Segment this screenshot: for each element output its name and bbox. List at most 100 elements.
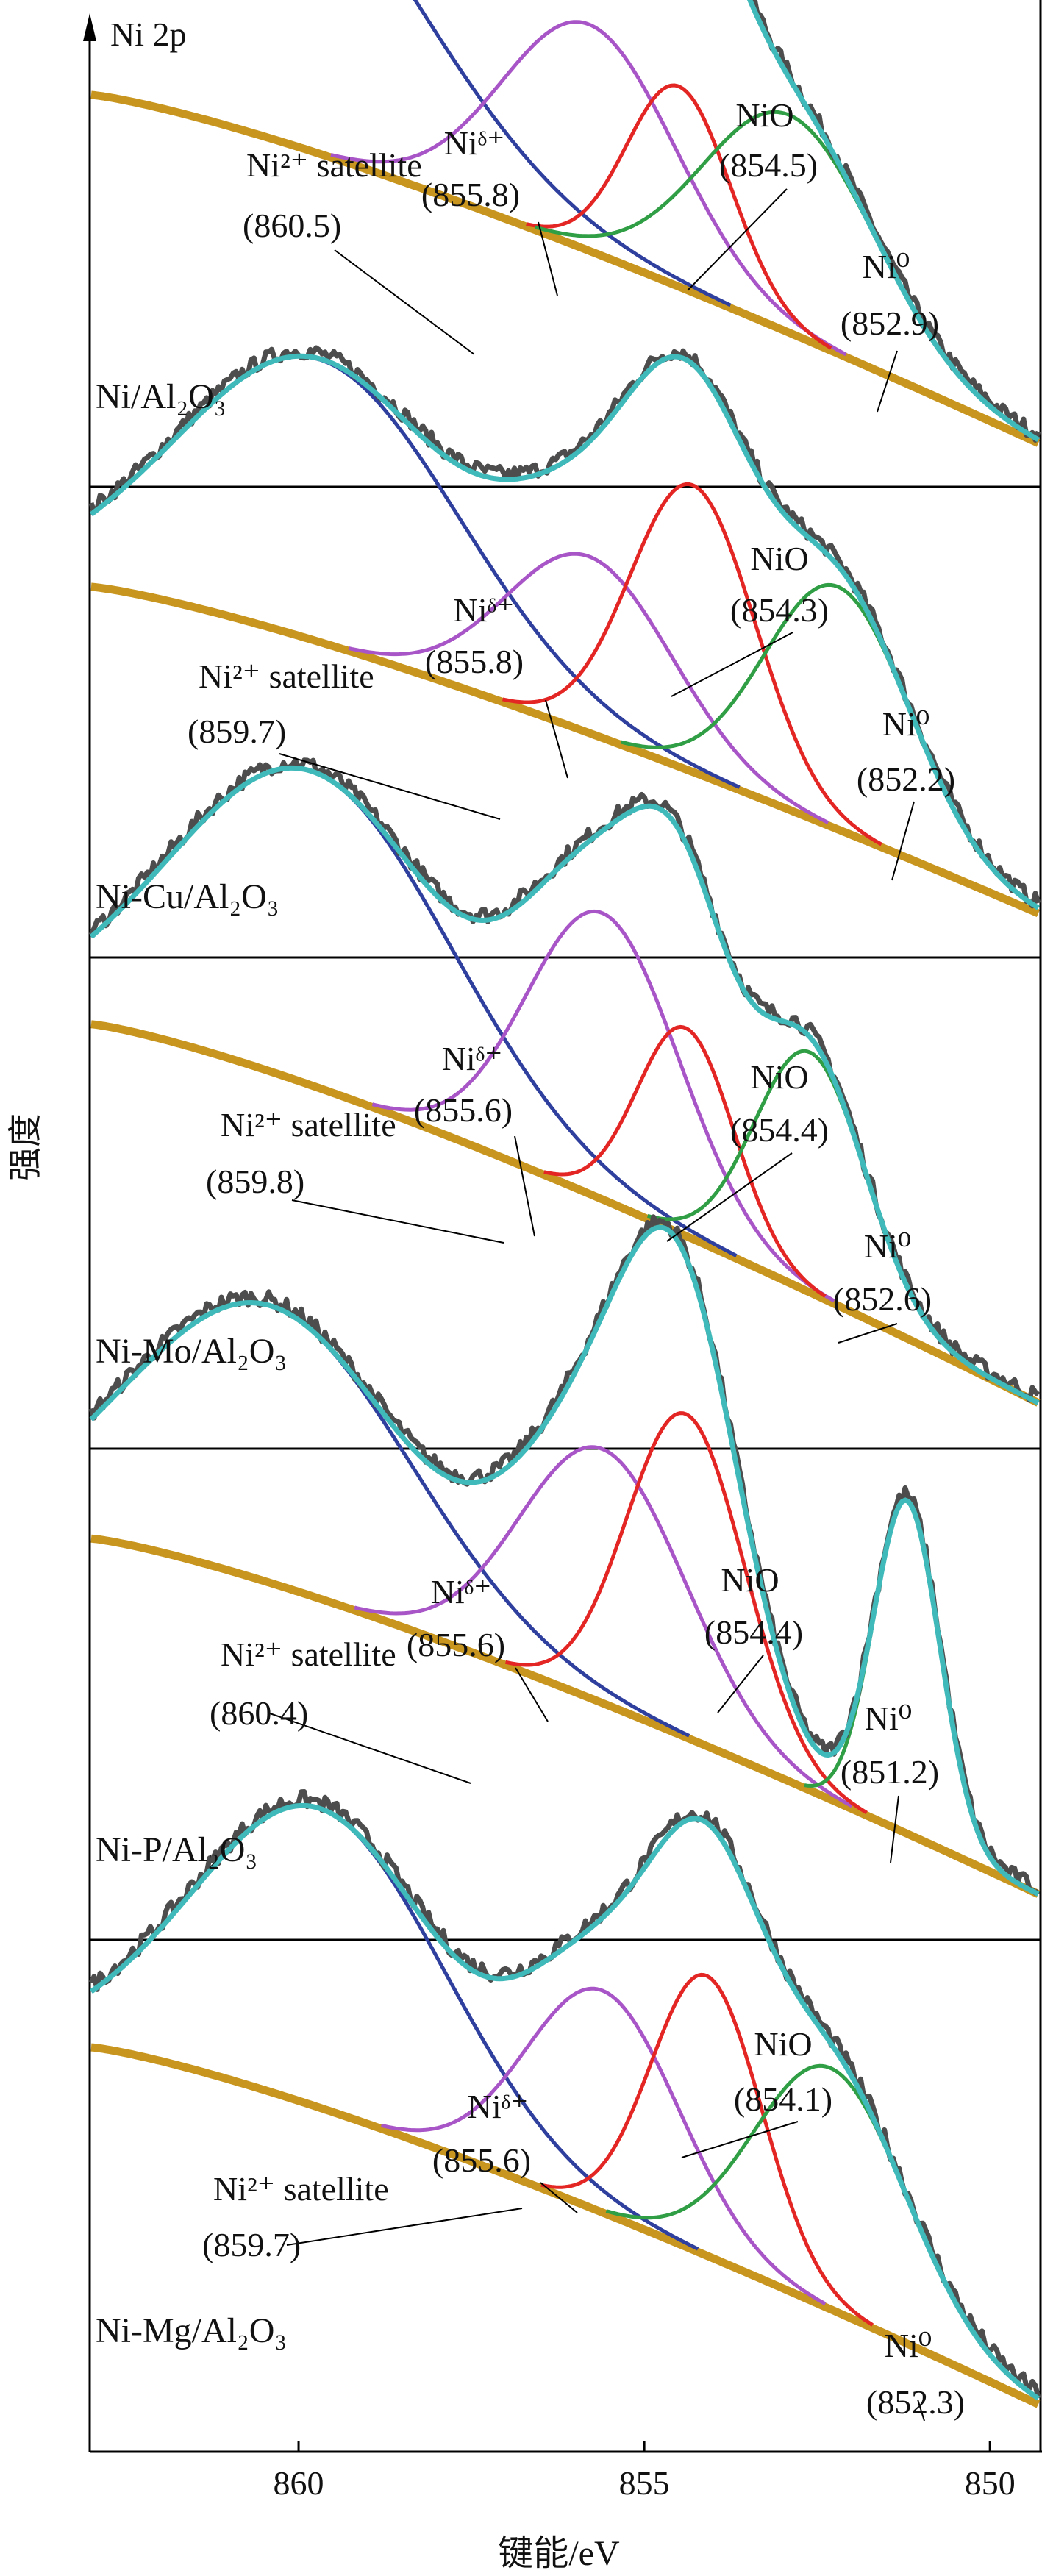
leader-line bbox=[917, 2399, 925, 2422]
x-tick-label: 855 bbox=[619, 2464, 670, 2502]
series-baseline-line bbox=[90, 90, 1041, 447]
sample-name-label: Ni-Mo/Al₂O₃ bbox=[96, 1332, 287, 1371]
leader-line bbox=[286, 2208, 523, 2246]
series-envelope-line bbox=[89, 1802, 1041, 2401]
series-baseline-line bbox=[90, 1020, 1041, 1407]
series-nio-line bbox=[543, 1024, 827, 1298]
leader-line bbox=[545, 699, 568, 779]
peak-value-label: (859.8) bbox=[206, 1163, 304, 1200]
peak-value-label: (851.2) bbox=[841, 1753, 939, 1791]
peak-value-label: (859.7) bbox=[188, 713, 286, 750]
peak-name-label: NiO bbox=[721, 1561, 779, 1599]
panels-group bbox=[88, 0, 1041, 2408]
leader-line bbox=[838, 1323, 898, 1344]
series-baseline-line bbox=[90, 1534, 1041, 1898]
peak-name-label: Ni²⁺ satellite bbox=[213, 2170, 389, 2208]
peak-name-label: Niᵟ⁺ bbox=[442, 1040, 503, 1077]
leader-line bbox=[269, 1713, 471, 1784]
peak-name-label: Ni²⁺ satellite bbox=[199, 657, 374, 695]
peak-value-label: (852.3) bbox=[866, 2383, 965, 2421]
sample-name-label: Ni-Cu/Al₂O₃ bbox=[96, 877, 279, 916]
peak-value-label: (855.8) bbox=[421, 176, 520, 213]
peak-name-label: Niᵟ⁺ bbox=[431, 1573, 492, 1610]
panel-5 bbox=[88, 1789, 1041, 2408]
series-satellite-line bbox=[413, 0, 732, 307]
peak-value-label: (854.4) bbox=[730, 1111, 829, 1149]
panel-1 bbox=[90, 0, 1041, 447]
peak-name-label: Ni⁰ bbox=[864, 1227, 911, 1265]
peak-value-label: (855.8) bbox=[425, 643, 524, 680]
series-ni_delta-line bbox=[380, 1986, 827, 2306]
peak-name-label: NiO bbox=[750, 1058, 808, 1096]
leader-line bbox=[540, 2182, 578, 2213]
peak-value-label: (854.1) bbox=[734, 2080, 832, 2118]
series-envelope-line bbox=[89, 353, 1040, 910]
peak-name-label: Ni²⁺ satellite bbox=[246, 146, 422, 184]
series-ni_delta-line bbox=[371, 909, 835, 1303]
sample-name-label: Ni-P/Al₂O₃ bbox=[96, 1830, 257, 1869]
peak-value-label: (859.7) bbox=[202, 2226, 301, 2263]
leader-line bbox=[891, 801, 915, 881]
peak-name-label: Ni⁰ bbox=[863, 248, 910, 285]
series-nio-line bbox=[526, 83, 832, 350]
x-tick-label: 850 bbox=[965, 2464, 1016, 2502]
peak-value-label: (854.5) bbox=[719, 146, 818, 184]
x-tick-label: 860 bbox=[274, 2464, 324, 2502]
peak-value-label: (855.6) bbox=[414, 1091, 513, 1129]
leader-line bbox=[279, 753, 501, 820]
leader-line bbox=[671, 632, 793, 697]
series-ni_delta-line bbox=[354, 1445, 853, 1808]
leader-line bbox=[877, 350, 898, 413]
peak-value-label: (852.2) bbox=[857, 760, 955, 798]
series-envelope-line bbox=[89, 1224, 1040, 1897]
sample-name-label: Ni/Al₂O₃ bbox=[96, 377, 226, 416]
panel-2 bbox=[88, 345, 1041, 918]
peak-name-label: Niᵟ⁺ bbox=[468, 2088, 529, 2125]
leader-line bbox=[515, 1667, 549, 1722]
series-envelope-line bbox=[746, 0, 1040, 443]
x-axis-title: 键能/eV bbox=[498, 2534, 620, 2573]
leader-line bbox=[666, 1152, 793, 1242]
peak-value-label: (855.6) bbox=[407, 1626, 505, 1663]
peak-name-label: Ni⁰ bbox=[865, 1699, 912, 1737]
leader-line bbox=[538, 221, 558, 296]
peak-value-label: (854.3) bbox=[730, 591, 829, 629]
leader-lines-group bbox=[269, 188, 925, 2422]
leader-line bbox=[514, 1135, 535, 1237]
peak-name-label: Ni⁰ bbox=[882, 705, 929, 743]
series-ni_delta-line bbox=[348, 552, 829, 824]
peak-name-label: Niᵟ⁺ bbox=[454, 591, 515, 629]
peak-value-label: (860.5) bbox=[243, 207, 341, 244]
peak-value-label: (852.9) bbox=[841, 304, 939, 342]
peak-value-label: (855.6) bbox=[432, 2141, 531, 2179]
peak-name-label: NiO bbox=[750, 540, 808, 577]
peak-name-label: Ni²⁺ satellite bbox=[221, 1106, 396, 1143]
peak-name-label: NiO bbox=[754, 2025, 812, 2063]
peak-value-label: (854.4) bbox=[704, 1613, 803, 1651]
leader-line bbox=[687, 188, 788, 291]
peak-name-label: Niᵟ⁺ bbox=[444, 124, 505, 162]
peak-name-label: Ni⁰ bbox=[885, 2327, 932, 2364]
series-ni_delta-line bbox=[330, 20, 847, 357]
y-axis-title: 强度 bbox=[7, 1113, 44, 1181]
series-baseline-line bbox=[90, 582, 1041, 918]
element-label: Ni 2p bbox=[110, 15, 187, 53]
sample-name-label: Ni-Mg/Al₂O₃ bbox=[96, 2311, 287, 2350]
annotations-group: Ni 2p 强度 键能/eV Ni²⁺ satellite (860.5) Niᵟ⁺… bbox=[7, 15, 965, 2573]
peak-value-label: (860.4) bbox=[210, 1694, 308, 1732]
series-baseline-line bbox=[90, 2043, 1041, 2408]
axes-group bbox=[83, 0, 1042, 2453]
x-ticks-group: 865860855850 bbox=[274, 2441, 1016, 2502]
series-nio-line bbox=[540, 1972, 874, 2327]
panel-3 bbox=[88, 757, 1041, 1407]
leader-line bbox=[334, 249, 475, 355]
peak-name-label: NiO bbox=[735, 96, 793, 134]
leader-line bbox=[717, 1655, 764, 1713]
y-axis-arrow bbox=[83, 13, 96, 41]
panel-4 bbox=[88, 1214, 1041, 1898]
series-nio-line bbox=[505, 1411, 868, 1815]
series-envelope-line bbox=[89, 765, 1040, 1405]
leader-line bbox=[681, 2121, 799, 2158]
